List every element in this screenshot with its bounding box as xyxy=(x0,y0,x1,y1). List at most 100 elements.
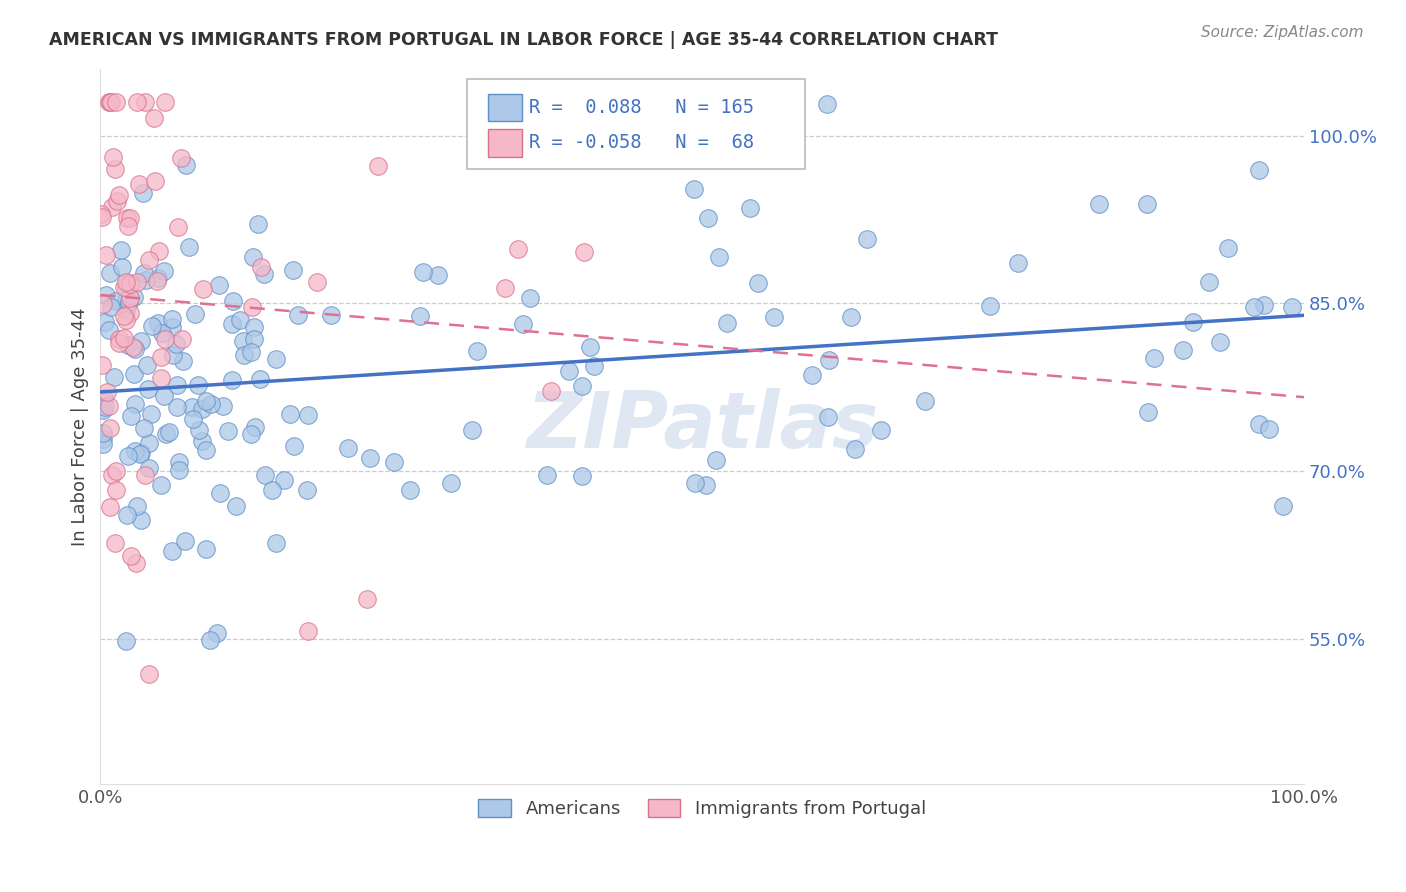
Point xyxy=(96,248,118,262)
Point xyxy=(1271,499,1294,513)
Point xyxy=(198,632,221,647)
Y-axis label: In Labor Force | Age 35-44: In Labor Force | Age 35-44 xyxy=(72,307,89,546)
Point xyxy=(519,291,541,305)
Point xyxy=(143,174,166,188)
Point xyxy=(162,348,184,362)
Point xyxy=(128,178,150,192)
Point xyxy=(115,211,138,226)
Point xyxy=(195,394,218,409)
Point xyxy=(177,240,200,254)
Point xyxy=(115,508,138,522)
Point xyxy=(494,281,516,295)
Point xyxy=(160,311,183,326)
Point xyxy=(138,667,160,681)
Point xyxy=(208,277,231,292)
Text: Source: ZipAtlas.com: Source: ZipAtlas.com xyxy=(1201,25,1364,40)
Point xyxy=(142,111,165,125)
Point xyxy=(297,624,319,639)
Point xyxy=(359,450,381,465)
Point xyxy=(209,486,232,500)
Point xyxy=(249,372,271,386)
Point xyxy=(1088,197,1111,211)
Point xyxy=(117,219,139,234)
Point xyxy=(91,358,114,372)
Point xyxy=(125,557,148,571)
Point xyxy=(240,345,263,359)
Point xyxy=(184,307,207,321)
Point xyxy=(408,309,430,323)
Point xyxy=(135,358,157,372)
Point xyxy=(281,263,304,277)
Point xyxy=(135,272,157,286)
Point xyxy=(467,344,489,359)
Point xyxy=(815,96,838,111)
Point xyxy=(180,401,202,415)
Point xyxy=(243,332,266,346)
Point xyxy=(382,455,405,469)
Point xyxy=(114,281,136,295)
Point xyxy=(138,435,160,450)
Point xyxy=(747,276,769,290)
Point xyxy=(167,220,190,235)
Point xyxy=(1243,300,1265,314)
Point xyxy=(96,385,118,400)
Point xyxy=(174,534,197,549)
Point xyxy=(856,232,879,246)
Point xyxy=(149,371,172,385)
Point xyxy=(242,250,264,264)
Point xyxy=(136,383,159,397)
Point xyxy=(139,408,162,422)
Point xyxy=(297,483,319,497)
Point xyxy=(221,373,243,387)
Point xyxy=(125,276,148,290)
Point xyxy=(108,188,131,202)
Point xyxy=(181,412,204,426)
Point xyxy=(146,274,169,288)
Point xyxy=(167,463,190,477)
Point xyxy=(115,313,138,327)
Point xyxy=(245,420,267,434)
Point xyxy=(93,391,115,405)
Point xyxy=(115,276,138,290)
Point xyxy=(141,319,163,334)
Point xyxy=(283,439,305,453)
Point xyxy=(94,315,117,329)
Point xyxy=(166,378,188,392)
Point xyxy=(242,301,264,315)
Point xyxy=(105,194,128,209)
Point xyxy=(979,299,1001,313)
Point xyxy=(217,425,239,439)
Point xyxy=(166,401,188,415)
Point xyxy=(115,293,138,308)
Point xyxy=(260,483,283,497)
Point xyxy=(193,283,215,297)
Point xyxy=(211,400,233,414)
Point xyxy=(132,421,155,435)
Point xyxy=(839,310,862,324)
Point xyxy=(98,323,121,337)
Point xyxy=(94,288,117,302)
Point xyxy=(683,182,706,196)
Point xyxy=(111,260,134,274)
Point xyxy=(118,277,141,291)
Point xyxy=(104,536,127,550)
Point xyxy=(1253,298,1275,312)
Point xyxy=(319,308,342,322)
Point xyxy=(266,536,288,550)
Point xyxy=(801,368,824,382)
Point xyxy=(1136,197,1159,211)
Point xyxy=(124,342,146,356)
Point xyxy=(155,427,177,442)
Point xyxy=(97,95,120,109)
Point xyxy=(264,351,287,366)
Point xyxy=(122,290,145,304)
Point xyxy=(557,364,579,378)
Text: R = -0.058   N =  68: R = -0.058 N = 68 xyxy=(529,134,754,153)
Point xyxy=(120,291,142,305)
Point xyxy=(399,483,422,498)
Point xyxy=(90,207,112,221)
Point xyxy=(112,309,135,323)
Point xyxy=(297,408,319,422)
Point xyxy=(461,423,484,437)
Point xyxy=(707,251,730,265)
